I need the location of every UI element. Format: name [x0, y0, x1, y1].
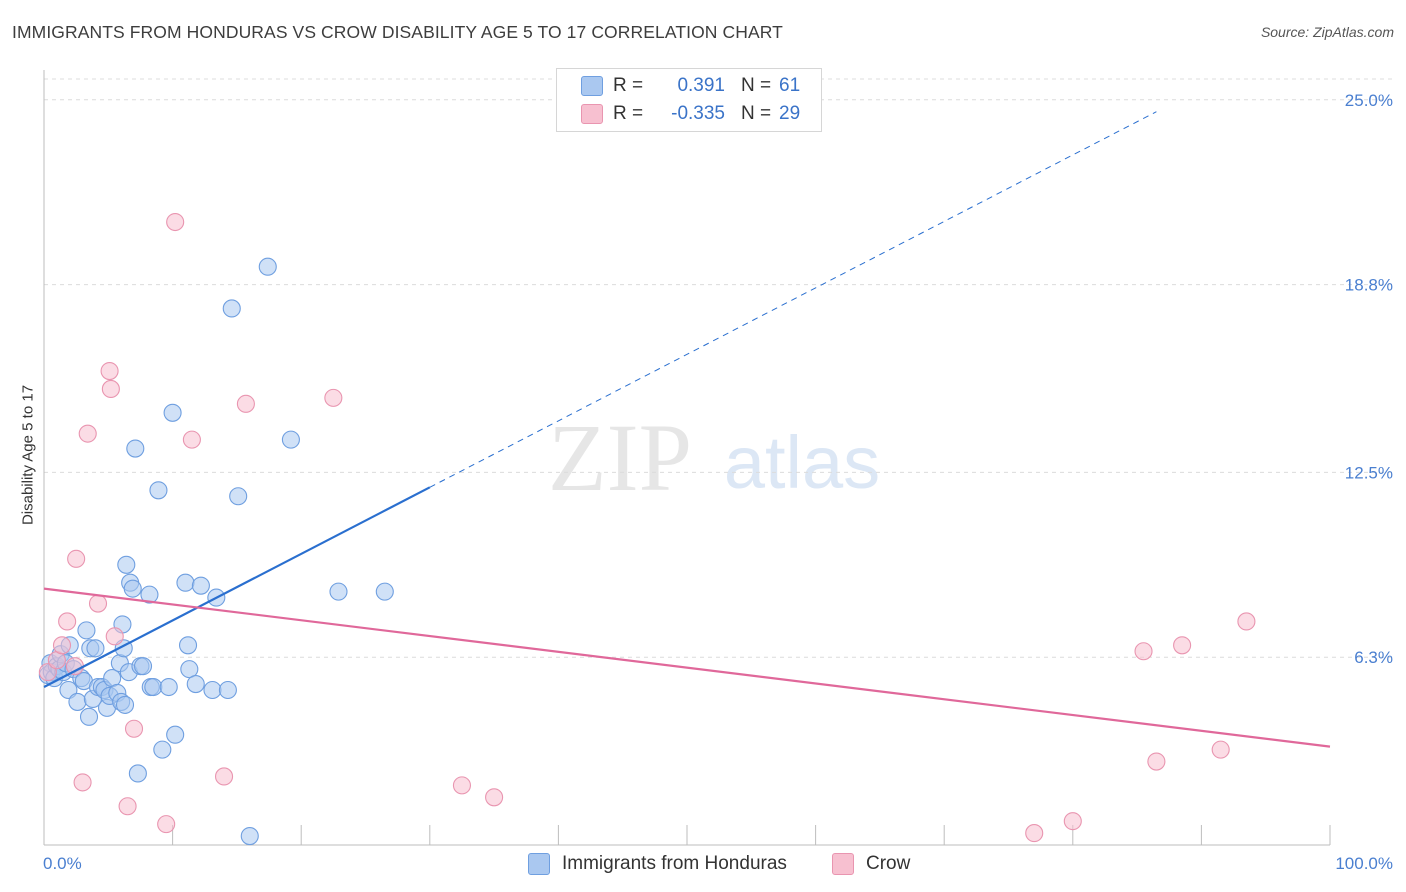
legend-row-crow: R = -0.335 N = 29 — [557, 100, 800, 128]
point-crow — [67, 549, 86, 568]
legend-n-value: 61 — [779, 75, 801, 96]
point-crow — [118, 797, 137, 816]
point-crow — [1134, 642, 1153, 661]
point-honduras — [166, 725, 185, 744]
point-honduras — [178, 636, 198, 655]
y-tick-label: 12.5% — [1345, 463, 1393, 482]
point-crow — [1147, 752, 1166, 771]
legend-n-label: N = — [741, 103, 772, 124]
chart-title: IMMIGRANTS FROM HONDURAS VS CROW DISABIL… — [12, 22, 783, 42]
legend-n-label: N = — [741, 75, 772, 96]
point-crow — [58, 612, 77, 631]
point-honduras — [133, 657, 153, 676]
legend-n-value: 29 — [779, 103, 801, 124]
legend-swatch-crow — [581, 104, 603, 124]
point-honduras — [218, 680, 237, 700]
point-honduras — [222, 299, 241, 318]
point-honduras — [123, 579, 142, 598]
point-honduras — [180, 660, 199, 679]
point-honduras — [68, 692, 87, 711]
legend-r-value: 0.391 — [677, 75, 725, 96]
source-label: Source: ZipAtlas.com — [1260, 24, 1394, 40]
point-honduras — [159, 677, 178, 697]
point-honduras — [329, 582, 348, 601]
point-honduras — [281, 430, 300, 449]
point-honduras — [128, 764, 147, 783]
point-crow — [166, 212, 185, 232]
point-honduras — [258, 257, 277, 276]
y-tick-label: 25.0% — [1345, 91, 1393, 110]
point-crow — [214, 767, 234, 786]
point-crow — [105, 627, 124, 646]
point-honduras — [117, 555, 136, 574]
legend-item-honduras: Immigrants from Honduras — [528, 853, 787, 875]
point-crow — [100, 362, 119, 381]
legend-row-honduras: R = 0.391 N = 61 — [557, 72, 800, 100]
correlation-legend: R = 0.391 N = 61 R = -0.335 N = 29 — [556, 68, 822, 132]
point-crow — [1237, 612, 1256, 631]
y-tick-label: 6.3% — [1354, 648, 1393, 667]
point-honduras — [149, 481, 168, 500]
axes — [43, 70, 1331, 846]
legend-r-value: -0.335 — [671, 103, 725, 124]
legend-swatch-honduras — [528, 853, 550, 875]
legend-label-honduras: Immigrants from Honduras — [562, 853, 787, 874]
point-crow — [324, 388, 343, 407]
point-honduras — [153, 740, 172, 759]
point-crow — [88, 594, 108, 613]
point-crow — [101, 379, 120, 398]
legend-label-crow: Crow — [866, 853, 911, 874]
point-honduras — [203, 680, 222, 700]
x-tick-label: 0.0% — [43, 854, 82, 873]
point-honduras — [186, 674, 205, 694]
point-crow — [1173, 636, 1192, 655]
point-honduras — [79, 707, 99, 726]
watermark-atlas: atlas — [724, 421, 880, 504]
x-tick-label: 100.0% — [1335, 854, 1393, 873]
point-honduras — [163, 403, 182, 422]
point-honduras — [176, 573, 195, 592]
point-honduras — [86, 639, 105, 658]
legend-swatch-honduras — [581, 76, 603, 96]
point-crow — [485, 788, 504, 807]
point-crow — [73, 773, 92, 792]
point-crow — [1063, 812, 1082, 831]
trend-line-extension-honduras — [429, 111, 1157, 488]
y-tick-label: 18.8% — [1345, 276, 1393, 295]
point-crow — [1025, 824, 1044, 843]
watermark-zip: ZIP — [548, 404, 692, 511]
point-honduras — [229, 487, 248, 506]
point-honduras — [375, 582, 394, 601]
point-crow — [124, 719, 144, 738]
point-crow — [1211, 740, 1230, 759]
data-points — [38, 212, 1256, 846]
legend-item-crow: Crow — [832, 853, 910, 875]
trend-line-crow — [43, 587, 1331, 748]
point-honduras — [115, 695, 135, 714]
point-honduras — [144, 677, 163, 697]
point-crow — [52, 636, 72, 655]
series-legend: Immigrants from Honduras Crow — [0, 851, 1406, 879]
trend-line-honduras — [43, 486, 431, 688]
point-crow — [78, 424, 97, 443]
grid-lines — [44, 78, 1392, 658]
point-honduras — [140, 585, 159, 604]
point-crow — [452, 776, 472, 795]
point-honduras — [126, 439, 145, 458]
legend-swatch-crow — [832, 853, 854, 875]
point-honduras — [191, 576, 210, 595]
legend-r-label: R = — [613, 103, 644, 124]
point-crow — [236, 394, 255, 413]
legend-r-label: R = — [613, 75, 644, 96]
point-crow — [157, 815, 176, 834]
point-honduras — [240, 827, 259, 846]
tick-labels: 6.3% 12.5% 18.8% 25.0% 0.0% 100.0% — [43, 91, 1393, 873]
point-crow — [182, 430, 201, 449]
point-honduras — [77, 621, 96, 640]
trend-lines — [43, 111, 1331, 748]
